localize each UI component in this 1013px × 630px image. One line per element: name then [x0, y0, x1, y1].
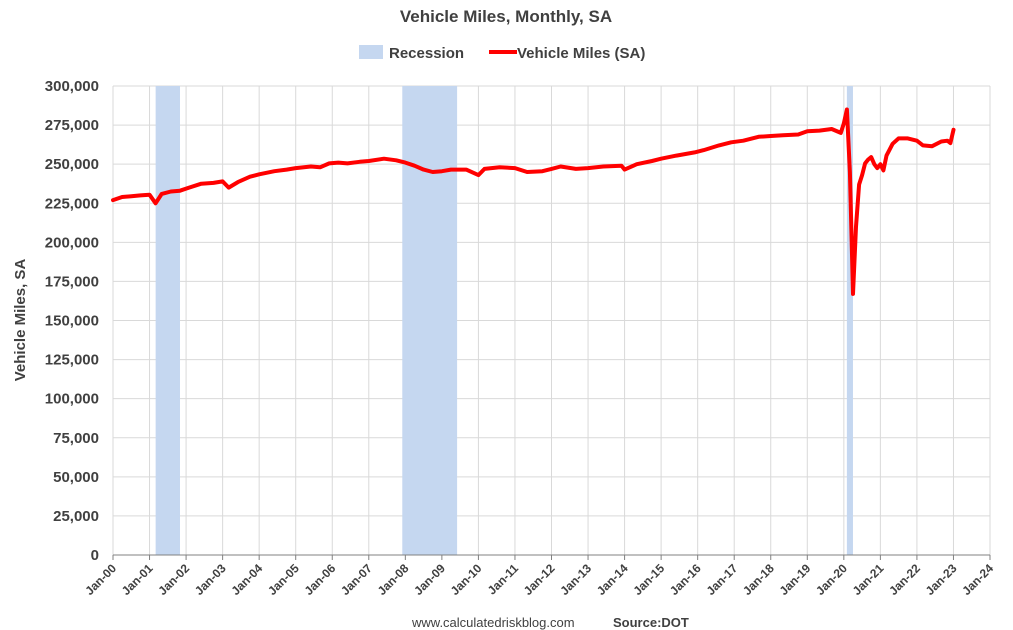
x-tick-label: Jan-22: [886, 561, 923, 598]
x-tick-label: Jan-16: [667, 561, 704, 598]
y-tick-label: 25,000: [53, 508, 99, 525]
y-axis-tick-labels: 0 25,000 50,000 75,000 100,000 125,000 150,000…: [45, 78, 99, 564]
y-tick-label: 100,000: [45, 391, 99, 408]
y-tick-label: 150,000: [45, 313, 99, 330]
footer-website: www.calculatedriskblog.com: [411, 615, 575, 630]
y-tick-label: 250,000: [45, 156, 99, 173]
series-line-vehicle-miles: [111, 107, 956, 296]
legend-swatch-recession: [359, 45, 383, 59]
x-tick-label: Jan-15: [630, 561, 667, 598]
plot-axes: [112, 554, 991, 560]
legend: Recession Vehicle Miles (SA): [359, 45, 645, 62]
x-tick-label: Jan-03: [192, 561, 229, 598]
x-tick-label: Jan-06: [302, 561, 339, 598]
legend-label-recession: Recession: [389, 45, 464, 62]
recession-band: [155, 86, 180, 555]
y-tick-label: 300,000: [45, 78, 99, 95]
y-tick-label: 125,000: [45, 352, 99, 369]
x-tick-label: Jan-07: [338, 561, 375, 598]
plot-gridlines: [112, 85, 991, 556]
recession-band: [402, 86, 458, 555]
x-tick-label: Jan-10: [448, 561, 485, 598]
y-tick-label: 200,000: [45, 234, 99, 251]
x-tick-label: Jan-09: [411, 561, 448, 598]
y-tick-label: 175,000: [45, 273, 99, 290]
x-tick-label: Jan-19: [777, 561, 814, 598]
footer-source: Source:DOT: [613, 615, 689, 630]
x-tick-label: Jan-05: [265, 561, 302, 598]
x-tick-label: Jan-04: [228, 561, 265, 598]
y-tick-label: 50,000: [53, 469, 99, 486]
x-tick-label: Jan-13: [557, 561, 594, 598]
y-tick-label: 75,000: [53, 430, 99, 447]
x-tick-label: Jan-01: [119, 561, 156, 598]
x-tick-label: Jan-08: [375, 561, 412, 598]
y-tick-label: 0: [91, 547, 99, 564]
x-tick-label: Jan-00: [82, 561, 119, 598]
x-tick-label: Jan-20: [813, 561, 850, 598]
recession-band: [846, 86, 853, 555]
x-tick-label: Jan-21: [850, 561, 887, 598]
x-axis-tick-labels: Jan-00 Jan-01 Jan-02 Jan-03 Jan-04 Jan-05 Jan-…: [82, 561, 996, 598]
x-tick-label: Jan-17: [704, 561, 741, 598]
series-layer: [111, 107, 956, 296]
y-tick-label: 225,000: [45, 195, 99, 212]
x-tick-label: Jan-18: [740, 561, 777, 598]
legend-label-vehicle-miles: Vehicle Miles (SA): [517, 45, 645, 62]
x-tick-label: Jan-23: [923, 561, 960, 598]
x-tick-label: Jan-02: [155, 561, 192, 598]
y-tick-label: 275,000: [45, 117, 99, 134]
chart-title: Vehicle Miles, Monthly, SA: [400, 7, 612, 26]
y-axis-label: Vehicle Miles, SA: [12, 259, 29, 382]
x-tick-label: Jan-24: [959, 561, 996, 598]
x-tick-label: Jan-14: [594, 561, 631, 598]
x-tick-label: Jan-12: [521, 561, 558, 598]
x-tick-label: Jan-11: [485, 561, 522, 598]
